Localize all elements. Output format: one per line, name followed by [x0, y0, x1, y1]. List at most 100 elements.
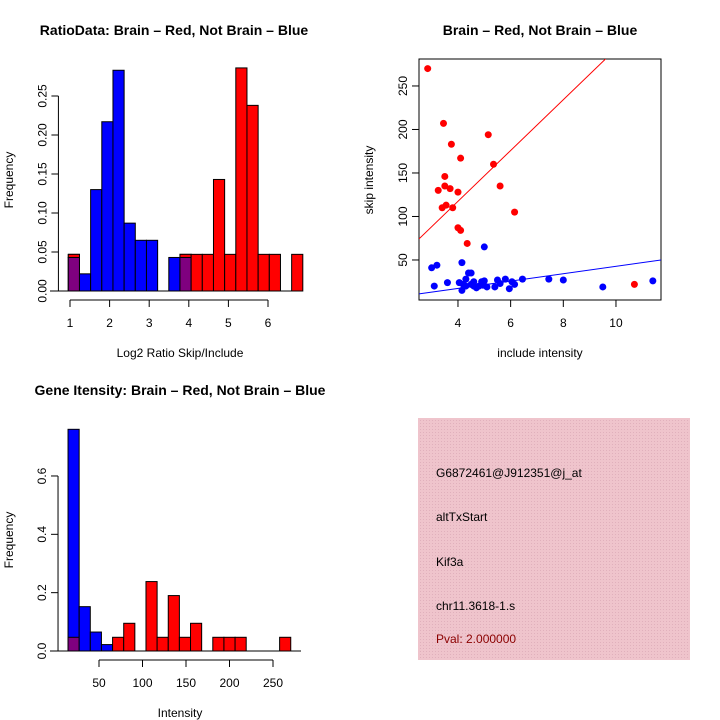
bar-not-brain [123, 222, 136, 292]
bar-brain-top [179, 253, 192, 258]
bar-overlap [67, 636, 80, 652]
x-tick-label: 6 [507, 316, 514, 330]
point-not-brain [479, 281, 487, 289]
bar-not-brain [145, 239, 159, 292]
x-tick-label: 200 [219, 676, 239, 690]
point-brain [454, 188, 462, 196]
bar-brain [235, 67, 248, 292]
point-brain [630, 280, 638, 288]
x-tick-label: 8 [560, 316, 567, 330]
fit-line-brain [419, 59, 607, 240]
bar-brain [201, 253, 214, 292]
point-not-brain [599, 283, 607, 291]
scatter-ylabel: skip intensity [362, 146, 376, 215]
scatter-xlabel: include intensity [497, 346, 582, 360]
bar-brain [212, 636, 225, 652]
point-not-brain [501, 275, 509, 283]
event-type: altTxStart [436, 510, 488, 524]
point-not-brain [491, 283, 499, 291]
point-not-brain [458, 259, 466, 267]
x-tick-label: 4 [185, 316, 192, 330]
pval: Pval: 2.000000 [436, 632, 516, 646]
point-brain [441, 182, 449, 190]
point-not-brain [428, 264, 436, 272]
info-panel-background [418, 418, 690, 660]
y-tick-label: 0.05 [35, 240, 49, 264]
ratio-histogram-ylabel: Frequency [2, 152, 16, 209]
bar-not-brain [134, 239, 147, 292]
x-tick-label: 100 [132, 676, 152, 690]
y-tick-label: 0.4 [35, 526, 49, 543]
x-tick-label: 250 [263, 676, 283, 690]
gene-intensity-title: Gene Itensity: Brain – Red, Not Brain – … [35, 382, 326, 398]
y-tick-label: 200 [396, 119, 410, 139]
location: chr11.3618-1.s [436, 599, 515, 613]
bar-not-brain [67, 428, 80, 652]
bar-not-brain [168, 256, 181, 292]
x-tick-label: 2 [106, 316, 113, 330]
point-brain [463, 239, 471, 247]
point-not-brain [559, 276, 567, 284]
bar-brain [223, 636, 236, 652]
bar-brain [190, 622, 203, 652]
point-not-brain [443, 279, 451, 287]
x-tick-label: 50 [92, 676, 106, 690]
y-tick-label: 0.0 [35, 642, 49, 659]
point-brain [434, 186, 442, 194]
y-tick-label: 150 [396, 163, 410, 183]
bar-brain [156, 636, 169, 652]
bar-overlap [67, 256, 80, 292]
ratio-histogram-xlabel: Log2 Ratio Skip/Include [117, 346, 244, 360]
fit-line-not-brain [419, 259, 661, 295]
gene-intensity-ylabel: Frequency [2, 512, 16, 569]
bar-brain [190, 253, 203, 292]
x-tick-label: 6 [265, 316, 272, 330]
point-brain [484, 131, 492, 139]
point-not-brain [496, 279, 504, 287]
point-not-brain [430, 282, 438, 290]
y-tick-label: 0.00 [35, 279, 49, 303]
bar-brain [234, 636, 247, 652]
gene-name: Kif3a [436, 555, 464, 569]
y-tick-label: 0.15 [35, 162, 49, 186]
point-brain [511, 208, 519, 216]
bar-brain [279, 636, 292, 652]
bar-not-brain [78, 606, 91, 652]
bar-brain [291, 253, 304, 292]
y-tick-label: 0.10 [35, 201, 49, 225]
y-tick-label: 250 [396, 76, 410, 96]
bar-brain [257, 253, 270, 292]
intensity-scatter: Brain – Red, Not Brain – Blue include in… [362, 22, 662, 360]
bar-not-brain [101, 121, 114, 292]
point-brain [457, 226, 465, 234]
ratio-histogram: RatioData: Brain – Red, Not Brain – Blue… [2, 22, 308, 360]
x-tick-label: 1 [67, 316, 74, 330]
point-not-brain [511, 280, 519, 288]
plot-frame [418, 58, 662, 301]
point-brain [439, 119, 447, 127]
x-tick-label: 5 [225, 316, 232, 330]
point-brain [424, 65, 432, 73]
gene-intensity-xlabel: Intensity [158, 706, 203, 720]
bar-brain [112, 636, 125, 652]
point-brain [442, 201, 450, 209]
bar-brain [145, 581, 158, 652]
bar-not-brain [100, 644, 114, 652]
point-brain [449, 204, 457, 212]
x-tick-label: 150 [176, 676, 196, 690]
x-tick-label: 4 [455, 316, 462, 330]
bar-not-brain [89, 631, 102, 652]
probe-id: G6872461@J912351@j_at [436, 466, 582, 480]
bar-brain-top [67, 253, 80, 258]
point-not-brain [518, 275, 526, 283]
point-brain [447, 140, 455, 148]
point-not-brain [649, 277, 657, 285]
point-not-brain [467, 269, 475, 277]
y-tick-label: 0.6 [35, 467, 49, 484]
y-tick-label: 0.25 [35, 84, 49, 108]
bar-brain [123, 622, 136, 652]
scatter-title: Brain – Red, Not Brain – Blue [443, 22, 638, 38]
bar-brain [167, 595, 180, 652]
y-tick-label: 0.20 [35, 123, 49, 147]
